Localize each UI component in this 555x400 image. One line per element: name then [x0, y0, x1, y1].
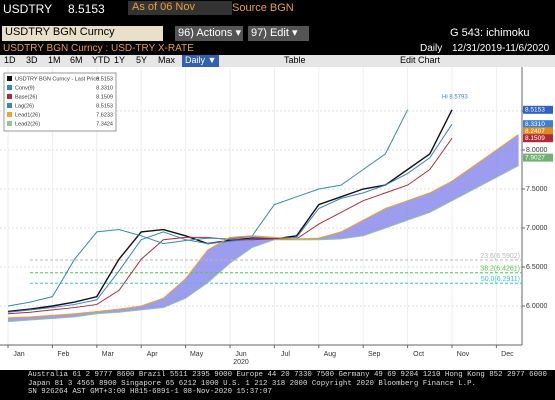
footer: Australia 61 2 9777 8600 Brazil 5511 239… — [0, 370, 555, 400]
legend-value: 8.1509 — [96, 94, 113, 100]
chart: 6.00006.50007.00007.50008.00008.5000JanF… — [0, 67, 555, 370]
y-tick-label: 7.0000 — [526, 225, 548, 232]
price-tag — [523, 127, 553, 136]
price-tag-label: 8.3310 — [525, 121, 545, 128]
x-tick-label: Aug — [324, 351, 337, 358]
legend-label: USDTRY BGN Curncy - Last Price — [15, 76, 99, 82]
date-range: 12/31/2019-11/6/2020 — [452, 43, 550, 54]
price-tag — [523, 105, 553, 114]
as-of: As of 06 Nov — [128, 1, 232, 15]
x-tick-label: Sep — [368, 351, 381, 358]
range-button[interactable]: 1Y — [114, 55, 126, 65]
range-button[interactable]: 6M — [70, 55, 83, 65]
range-button[interactable]: 1D — [4, 55, 16, 65]
period: Daily — [420, 43, 443, 54]
y-tick-label: 7.5000 — [526, 186, 548, 193]
x-tick-label: Jul — [281, 351, 290, 358]
ticker: USDTRY — [3, 2, 53, 16]
legend-swatch — [7, 121, 12, 126]
table-button[interactable]: Table — [284, 55, 306, 65]
series-line — [7, 137, 453, 315]
footer-line: Australia 61 2 9777 8600 Brazil 5511 239… — [28, 371, 547, 379]
legend-swatch — [7, 94, 12, 99]
series-line — [7, 109, 453, 313]
legend-label: Base(26) — [15, 94, 37, 100]
price-tag — [523, 153, 553, 162]
price-tag-label: 8.5153 — [525, 107, 545, 114]
info-bar: USDTRY BGN Curncy : USD-TRY X-RATE Daily… — [0, 43, 555, 55]
range-button[interactable]: YTD — [92, 55, 110, 65]
actions-menu[interactable]: 96) Actions ▾ — [175, 26, 243, 41]
footer-line: SN 926264 AST GMT+3:00 H815-6891-1 08-No… — [28, 388, 272, 396]
x-tick-label: Jan — [13, 351, 24, 358]
x-tick-label: Apr — [147, 351, 159, 358]
legend-value: 8.5153 — [96, 103, 113, 109]
x-tick-label: Oct — [413, 351, 424, 358]
y-tick-label: 8.0000 — [526, 147, 548, 154]
chart-toolbar: Daily ▼ Table Edit Chart 1D 3D 1M 6M YTD 1Y 5Y… — [0, 55, 555, 67]
legend-label: Lead1(26) — [15, 112, 40, 118]
series-line — [7, 123, 453, 313]
year-label: 2020 — [233, 359, 249, 366]
series-line — [7, 109, 409, 307]
footer-line: Japan 81 3 4565 8900 Singapore 65 6212 1… — [28, 379, 476, 388]
annotation: Hi 8.5793 — [442, 94, 468, 100]
edit-menu[interactable]: 97) Edit ▾ — [248, 26, 309, 41]
x-tick-label: Feb — [57, 351, 69, 358]
legend-swatch — [7, 112, 12, 117]
series-line — [7, 133, 519, 319]
x-tick-label: Nov — [457, 351, 470, 358]
legend-value: 8.5153 — [96, 76, 113, 82]
legend-swatch — [7, 85, 12, 90]
legend-swatch — [7, 103, 12, 108]
price-tag-label: 7.9027 — [525, 154, 545, 161]
x-tick-label: Dec — [501, 351, 514, 358]
legend-label: Lead2(26) — [15, 121, 40, 127]
range-button[interactable]: 5Y — [136, 55, 148, 65]
legend-label: Lag(26) — [15, 103, 34, 109]
fib-label: 23.6(6.5902) — [480, 253, 520, 260]
security-field[interactable]: USDTRY BGN Curncy — [2, 26, 163, 41]
fib-label: 50.0(6.2911) — [481, 276, 520, 283]
y-tick-label: 6.0000 — [526, 303, 548, 310]
price-tag — [523, 134, 553, 143]
source: Source BGN — [232, 2, 294, 14]
legend-box — [3, 72, 117, 132]
range-button[interactable]: Max — [158, 55, 176, 65]
price-tag-label: 8.1509 — [525, 135, 545, 142]
menu-bar: USDTRY BGN Curncy 96) Actions ▾ 97) Edit… — [0, 26, 555, 42]
graph-name: G 543: ichimoku — [450, 27, 530, 39]
price-tag — [523, 120, 553, 129]
series-line — [7, 165, 519, 323]
legend-value: 7.3424 — [96, 121, 113, 127]
footer-text: Australia 61 2 9777 8600 Brazil 5511 239… — [28, 371, 547, 397]
x-tick-label: Jun — [235, 351, 246, 358]
frequency[interactable]: Daily ▼ — [182, 55, 220, 67]
right-axis — [522, 67, 555, 370]
legend-value: 7.6233 — [96, 112, 113, 118]
range-button[interactable]: 1M — [48, 55, 61, 65]
x-tick-label: May — [190, 351, 204, 358]
header-bar: USDTRY 8.5153 As of 06 Nov Source BGN — [0, 0, 555, 18]
x-tick-label: Mar — [102, 351, 115, 358]
y-tick-label: 6.5000 — [526, 264, 548, 271]
legend-label: Conv(9) — [15, 85, 35, 91]
description: USDTRY BGN Curncy : USD-TRY X-RATE — [3, 43, 194, 54]
legend-value: 8.3310 — [96, 85, 113, 91]
price: 8.5153 — [68, 2, 105, 16]
legend-swatch — [7, 76, 12, 81]
fib-label: 38.2(6.4261) — [480, 266, 520, 273]
price-tag-label: 8.2407 — [525, 128, 545, 135]
edit-chart-button[interactable]: Edit Chart — [400, 55, 441, 65]
range-button[interactable]: 3D — [26, 55, 38, 65]
